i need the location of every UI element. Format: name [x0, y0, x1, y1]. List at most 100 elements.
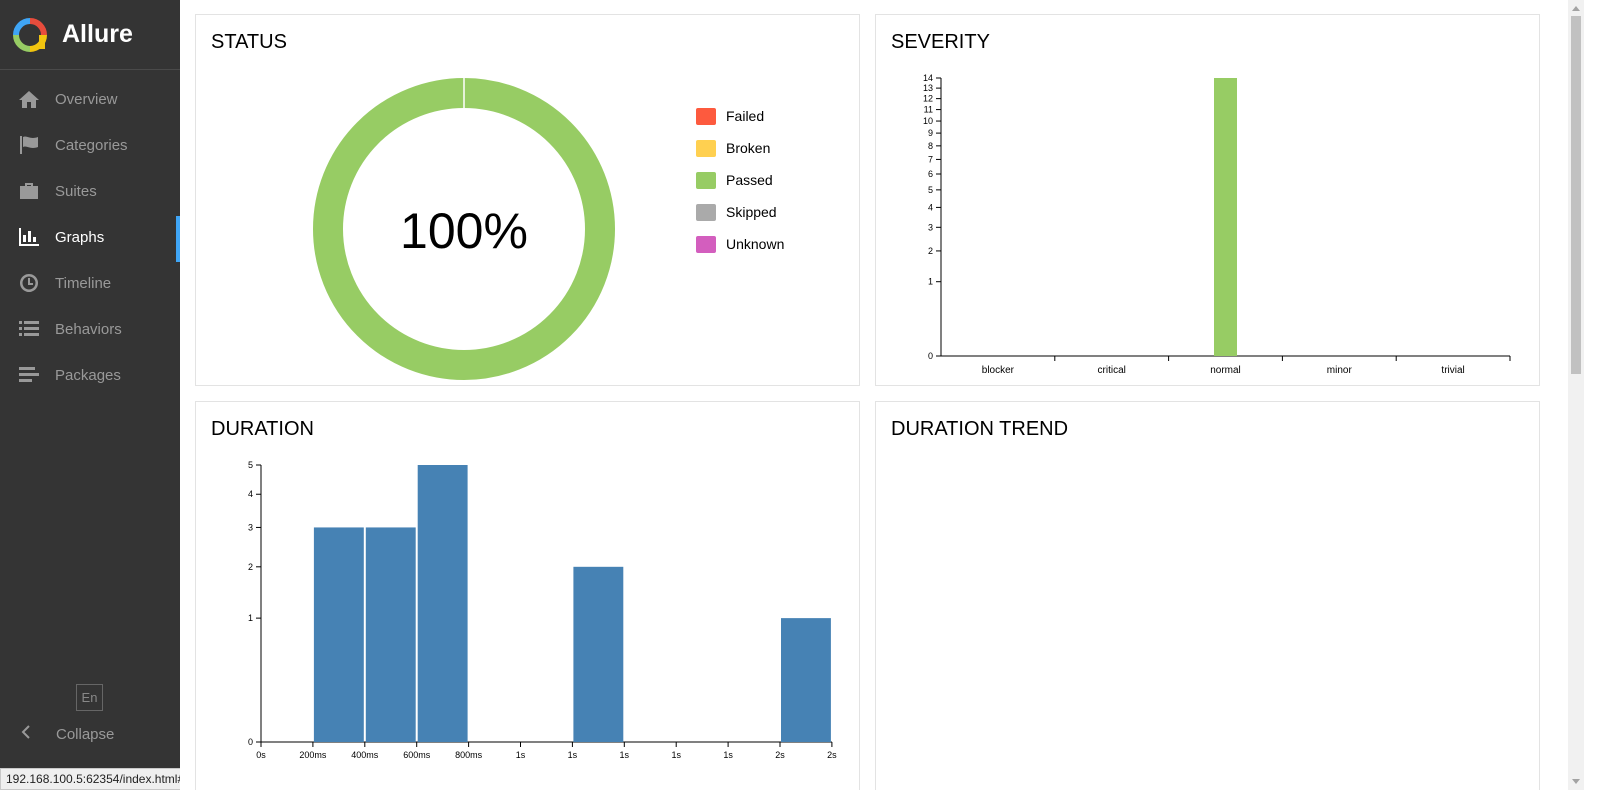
- duration-histogram: 0 1 2 3 4 5 0s 200ms 400ms 600ms 800ms 1s 1s 1s 1s 1s 2s…: [248, 460, 837, 760]
- sidebar-item-categories[interactable]: Categories: [0, 122, 180, 168]
- x-tick-label: 200ms: [299, 750, 327, 760]
- y-tick-label: 1: [928, 277, 933, 287]
- duration-bar[interactable]: [365, 527, 416, 742]
- sidebar-item-label: Packages: [55, 366, 121, 384]
- card-title: STATUS: [211, 31, 287, 53]
- clock-icon: [18, 273, 40, 293]
- card-title: DURATION TREND: [891, 418, 1069, 440]
- y-tick-label: 11: [924, 105, 933, 115]
- legend-label: Passed: [726, 172, 773, 188]
- x-tick-label: normal: [1210, 365, 1241, 376]
- sidebar-item-label: Suites: [55, 182, 97, 200]
- brand-name: Allure: [62, 20, 133, 48]
- scroll-up-arrow-icon[interactable]: [1572, 6, 1580, 11]
- x-tick-label: 1s: [620, 750, 630, 760]
- y-tick-label: 6: [928, 169, 933, 179]
- x-tick-label: 1s: [568, 750, 578, 760]
- bar-chart-icon: [18, 227, 40, 247]
- legend-label: Skipped: [726, 204, 777, 220]
- flag-icon: [18, 135, 40, 155]
- briefcase-icon: [18, 181, 40, 201]
- sidebar-nav: Overview Categories Suites Graphs Timeli…: [0, 76, 180, 398]
- chevron-left-icon: [20, 725, 34, 743]
- x-tick-label: 1s: [671, 750, 681, 760]
- y-tick-label: 12: [923, 94, 933, 104]
- card-title: SEVERITY: [891, 31, 990, 53]
- y-tick-label: 4: [248, 489, 253, 499]
- y-tick-label: 9: [928, 128, 933, 138]
- sidebar-item-label: Timeline: [55, 274, 112, 292]
- status-card: STATUS 100% Failed Broken Passed Skipped: [195, 14, 860, 386]
- duration-bar[interactable]: [313, 527, 364, 742]
- x-tick-label: 0s: [256, 750, 266, 760]
- home-icon: [18, 89, 40, 109]
- allure-logo-icon: [13, 17, 47, 52]
- legend-label: Unknown: [726, 236, 785, 252]
- y-tick-label: 2: [248, 562, 253, 572]
- list-icon: [18, 319, 40, 339]
- y-tick-label: 0: [928, 351, 933, 361]
- duration-bar[interactable]: [781, 618, 831, 742]
- scroll-down-arrow-icon[interactable]: [1572, 779, 1580, 784]
- legend-label: Failed: [726, 108, 765, 124]
- x-tick-label: 800ms: [455, 750, 483, 760]
- duration-trend-card: DURATION TREND: [875, 401, 1540, 790]
- status-donut-chart: 100%: [313, 78, 615, 380]
- duration-bar[interactable]: [417, 465, 468, 742]
- language-button[interactable]: En: [76, 684, 103, 711]
- legend-item-unknown[interactable]: Unknown: [696, 228, 784, 260]
- x-tick-label: 600ms: [403, 750, 431, 760]
- sidebar-item-packages[interactable]: Packages: [0, 352, 180, 398]
- legend-swatch: [696, 235, 716, 253]
- y-tick-label: 4: [928, 202, 933, 212]
- sidebar-item-suites[interactable]: Suites: [0, 168, 180, 214]
- y-tick-label: 14: [923, 73, 933, 83]
- y-tick-label: 13: [923, 83, 933, 93]
- x-tick-label: 400ms: [351, 750, 379, 760]
- x-tick-label: blocker: [982, 365, 1015, 376]
- sidebar-item-overview[interactable]: Overview: [0, 76, 180, 122]
- x-tick-label: 1s: [516, 750, 526, 760]
- sidebar-item-behaviors[interactable]: Behaviors: [0, 306, 180, 352]
- y-tick-label: 2: [928, 246, 933, 256]
- status-percent-label: 100%: [400, 203, 528, 259]
- sidebar-item-label: Overview: [55, 90, 118, 108]
- sidebar-item-graphs[interactable]: Graphs: [0, 214, 180, 262]
- duration-card: DURATION 0 1 2 3 4 5 0s 200ms 400ms 600ms 800ms 1s 1…: [195, 401, 860, 790]
- y-tick-label: 3: [928, 222, 933, 232]
- y-tick-label: 3: [248, 522, 253, 532]
- card-title: DURATION: [211, 418, 314, 440]
- legend-item-skipped[interactable]: Skipped: [696, 196, 784, 228]
- legend-label: Broken: [726, 140, 771, 156]
- scroll-thumb[interactable]: [1571, 16, 1581, 374]
- page-scrollbar[interactable]: [1568, 0, 1584, 790]
- y-tick-label: 8: [928, 141, 933, 151]
- y-tick-label: 7: [928, 154, 933, 164]
- collapse-label: Collapse: [56, 725, 115, 743]
- x-tick-label: trivial: [1441, 365, 1464, 376]
- sidebar-item-label: Graphs: [55, 228, 105, 246]
- brand[interactable]: Allure: [0, 0, 180, 70]
- y-tick-label: 10: [923, 116, 933, 126]
- severity-bar-normal[interactable]: [1214, 78, 1237, 356]
- y-tick-label: 5: [248, 460, 253, 470]
- legend-item-failed[interactable]: Failed: [696, 100, 784, 132]
- legend-swatch: [696, 107, 716, 125]
- sidebar: Allure Overview Categories Suites Graphs…: [0, 0, 180, 790]
- browser-status-url: 192.168.100.5:62354/index.html#: [0, 768, 191, 790]
- duration-bar[interactable]: [573, 566, 624, 742]
- x-tick-label: 1s: [723, 750, 733, 760]
- align-left-icon: [18, 365, 40, 385]
- y-tick-label: 1: [248, 613, 253, 623]
- sidebar-item-label: Behaviors: [55, 320, 122, 338]
- x-tick-label: minor: [1327, 365, 1353, 376]
- legend-item-passed[interactable]: Passed: [696, 164, 784, 196]
- legend-swatch: [696, 139, 716, 157]
- legend-item-broken[interactable]: Broken: [696, 132, 784, 164]
- collapse-button[interactable]: Collapse: [0, 716, 180, 752]
- legend-swatch: [696, 171, 716, 189]
- y-tick-label: 5: [928, 185, 933, 195]
- y-tick-label: 0: [248, 737, 253, 747]
- sidebar-item-timeline[interactable]: Timeline: [0, 260, 180, 306]
